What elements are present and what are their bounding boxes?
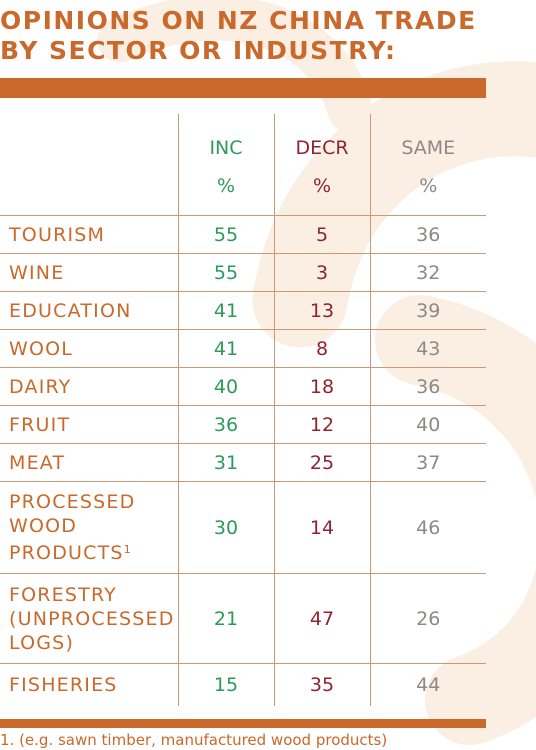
footnote-text: 1. (e.g. sawn timber, manufactured wood … — [0, 731, 388, 749]
header-row: INC % DECR % SAME % — [0, 114, 486, 216]
same-value: 26 — [369, 573, 486, 664]
sector-label-line: PROCESSED — [9, 491, 136, 513]
decr-value: 12 — [273, 405, 370, 444]
inc-value: 55 — [177, 253, 274, 292]
header-same-label: SAME — [401, 137, 456, 159]
sector-label: DAIRY — [9, 375, 72, 398]
decr-value: 13 — [273, 291, 370, 330]
table-row: PROCESSED WOOD PRODUCTS1 30 14 46 — [0, 481, 486, 574]
inc-value: 15 — [177, 663, 274, 706]
inc-value: 40 — [177, 367, 274, 406]
header-sector — [0, 114, 178, 216]
same-value: 39 — [369, 291, 486, 330]
inc-value: 41 — [177, 291, 274, 330]
sector-label: FRUIT — [9, 413, 71, 436]
table-row: EDUCATION 41 13 39 — [0, 291, 486, 330]
table-row: DAIRY 40 18 36 — [0, 367, 486, 406]
table-row: WOOL 41 8 43 — [0, 329, 486, 368]
sector-label-line: PRODUCTS — [9, 542, 124, 564]
sector-label: TOURISM — [9, 223, 106, 246]
header-same-unit: % — [419, 175, 438, 197]
same-value: 36 — [369, 215, 486, 254]
same-value: 36 — [369, 367, 486, 406]
inc-value: 55 — [177, 215, 274, 254]
sector-label: MEAT — [9, 451, 66, 474]
sector-label: WOOL — [9, 337, 74, 360]
bottom-rule — [0, 719, 486, 728]
inc-value: 21 — [177, 573, 274, 664]
header-decr: DECR % — [273, 114, 370, 216]
header-decr-label: DECR — [295, 137, 349, 159]
table-row: WINE 55 3 32 — [0, 253, 486, 292]
table-row: MEAT 31 25 37 — [0, 443, 486, 482]
title-line-1: OPINIONS ON NZ CHINA TRADE — [0, 6, 477, 35]
sector-label: PROCESSED WOOD PRODUCTS1 — [0, 482, 178, 574]
inc-value: 30 — [177, 481, 274, 574]
header-inc-unit: % — [216, 175, 236, 197]
table-row: FRUIT 36 12 40 — [0, 405, 486, 444]
same-value: 44 — [369, 663, 486, 706]
table-row: FORESTRY (UNPROCESSED LOGS) 21 47 26 — [0, 573, 486, 664]
same-value: 40 — [369, 405, 486, 444]
header-inc: INC % — [177, 114, 274, 216]
inc-value: 31 — [177, 443, 274, 482]
sector-label: FISHERIES — [9, 673, 118, 696]
opinions-table: INC % DECR % SAME % TOURISM 55 5 36 WINE… — [0, 114, 486, 706]
title-line-2: BY SECTOR OR INDUSTRY: — [0, 36, 397, 65]
header-decr-unit: % — [312, 175, 332, 197]
sector-label-line: (UNPROCESSED — [9, 607, 175, 630]
decr-value: 14 — [273, 481, 370, 574]
sector-label: WINE — [9, 261, 65, 284]
decr-value: 35 — [273, 663, 370, 706]
page-title: OPINIONS ON NZ CHINA TRADE BY SECTOR OR … — [0, 6, 536, 66]
decr-value: 47 — [273, 573, 370, 664]
footnote-marker: 1 — [123, 543, 131, 556]
sector-label-line: LOGS) — [9, 631, 75, 654]
inc-value: 41 — [177, 329, 274, 368]
sector-label: EDUCATION — [9, 299, 132, 322]
decr-value: 8 — [273, 329, 370, 368]
same-value: 37 — [369, 443, 486, 482]
table-row: TOURISM 55 5 36 — [0, 215, 486, 254]
sector-label: FORESTRY (UNPROCESSED LOGS) — [0, 574, 178, 664]
header-same: SAME % — [369, 114, 486, 216]
same-value: 32 — [369, 253, 486, 292]
decr-value: 25 — [273, 443, 370, 482]
decr-value: 3 — [273, 253, 370, 292]
decr-value: 18 — [273, 367, 370, 406]
same-value: 46 — [369, 481, 486, 574]
header-inc-label: INC — [209, 137, 243, 159]
sector-label-line: FORESTRY — [9, 583, 117, 606]
table-row: FISHERIES 15 35 44 — [0, 663, 486, 706]
sector-label-line: WOOD — [9, 515, 78, 537]
decr-value: 5 — [273, 215, 370, 254]
top-rule — [0, 78, 486, 98]
inc-value: 36 — [177, 405, 274, 444]
same-value: 43 — [369, 329, 486, 368]
